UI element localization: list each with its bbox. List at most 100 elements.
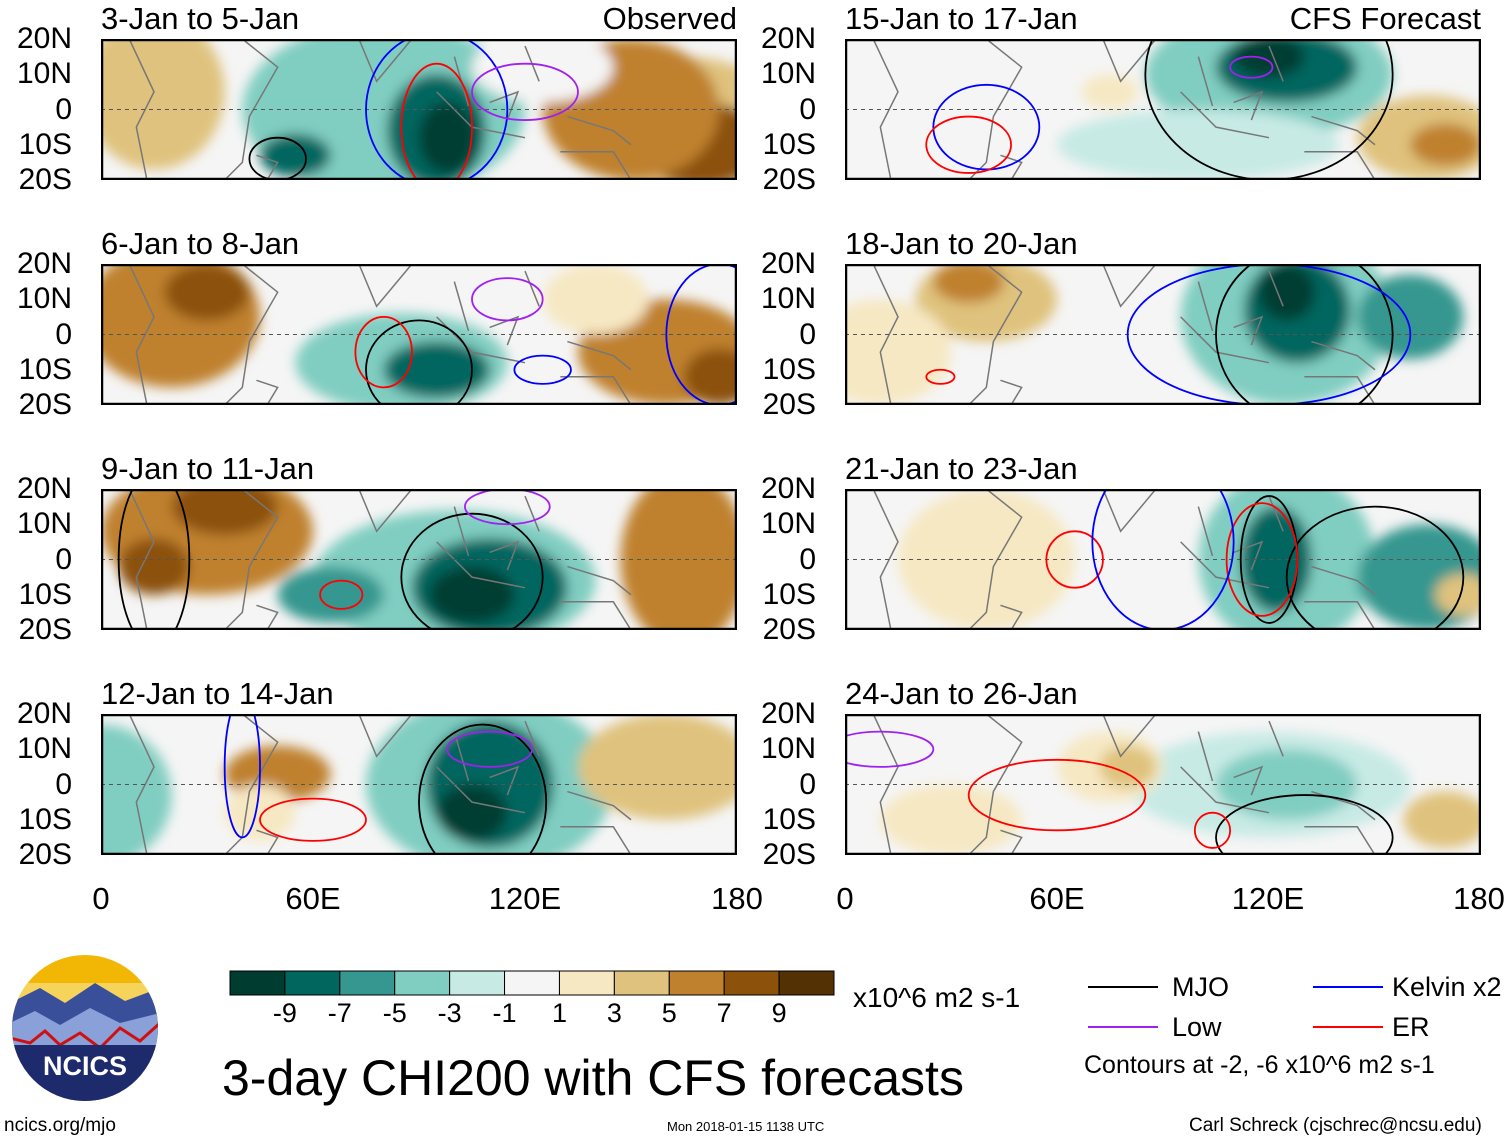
contour-line <box>1215 264 1394 405</box>
anomaly-region <box>101 724 172 855</box>
legend-swatch-kelvin <box>1313 986 1383 988</box>
map-panel <box>845 489 1481 630</box>
anomaly-region <box>578 714 737 820</box>
panel-title: 21-Jan to 23-Jan <box>845 451 1078 486</box>
colorbar-swatch <box>668 970 725 996</box>
logo-text: NCICS <box>43 1051 127 1081</box>
anomaly-region <box>171 489 278 535</box>
lat-tick: 20N <box>760 247 816 280</box>
lon-tick: 180 <box>711 881 763 916</box>
lat-tick: 20N <box>760 472 816 505</box>
colorbar-swatch <box>284 970 341 996</box>
panel-title: 18-Jan to 20-Jan <box>845 226 1078 261</box>
colorbar <box>229 970 835 996</box>
contour-line <box>1126 264 1412 405</box>
anomaly-region <box>436 784 508 841</box>
lat-tick: 20N <box>760 697 816 730</box>
panel-frame <box>845 714 1481 855</box>
anomaly-region <box>684 348 737 405</box>
contour-line <box>446 730 533 768</box>
colorbar-tick: -3 <box>437 998 462 1028</box>
lat-tick: 20S <box>762 163 816 196</box>
lat-tick: 20S <box>762 838 816 871</box>
colorbar-tick: 1 <box>551 998 567 1028</box>
panel-title: 3-Jan to 5-Jan <box>101 1 300 36</box>
contour-line <box>925 115 1012 174</box>
coastline <box>128 264 632 405</box>
figure-title: 3-day CHI200 with CFS forecasts <box>222 1050 964 1106</box>
lat-tick: 10N <box>760 57 816 91</box>
panel-frame <box>845 489 1481 630</box>
colorbar-swatch <box>504 970 560 996</box>
lon-tick: 60E <box>285 881 341 916</box>
contour-line <box>471 277 544 322</box>
lat-tick: 10N <box>760 282 816 316</box>
lat-tick: 10S <box>762 127 816 161</box>
coastline <box>872 714 1376 855</box>
coastline <box>872 39 1376 180</box>
anomaly-region <box>224 784 296 841</box>
legend-swatch-low <box>1088 1026 1158 1028</box>
lat-tick: 20S <box>762 388 816 421</box>
coastline <box>872 264 1376 405</box>
colorbar-swatch <box>339 970 396 996</box>
contour-line <box>259 797 367 842</box>
lat-tick: 10S <box>762 802 816 836</box>
panel-frame <box>101 264 737 405</box>
anomaly-region <box>933 264 1004 303</box>
lat-tick: 10N <box>16 507 72 541</box>
anomaly-region <box>1240 506 1312 613</box>
footer-timestamp: Mon 2018-01-15 1138 UTC <box>667 1119 825 1134</box>
ncics-logo: NCICS <box>12 955 158 1101</box>
contour-line <box>365 39 509 180</box>
lat-tick: 20N <box>16 472 72 505</box>
anomaly-region <box>1081 74 1139 110</box>
contour-line <box>223 714 261 839</box>
contour-line <box>464 489 551 526</box>
anomaly-region <box>419 102 476 173</box>
contour-line <box>1285 505 1465 630</box>
contour-line <box>1225 502 1299 617</box>
lat-tick: 0 <box>55 317 72 351</box>
lon-tick: 120E <box>1231 881 1305 916</box>
lat-tick: 0 <box>55 542 72 576</box>
contour-line <box>665 264 737 405</box>
lat-tick: 10N <box>16 57 72 91</box>
map-panel <box>845 714 1481 855</box>
anomaly-region <box>277 566 384 623</box>
colorbar-swatch <box>449 970 506 996</box>
panel-title: 6-Jan to 8-Jan <box>101 226 300 261</box>
map-panel <box>101 714 737 855</box>
lat-tick: 0 <box>799 542 816 576</box>
panel-frame <box>845 39 1481 180</box>
lat-tick: 0 <box>55 92 72 126</box>
anomaly-region <box>118 538 190 595</box>
panel-source-label: CFS Forecast <box>1289 1 1481 36</box>
colorbar-swatch <box>229 970 286 996</box>
colorbar-swatch <box>558 970 615 996</box>
anomaly-region <box>1099 745 1156 789</box>
contour-line <box>319 579 364 610</box>
contour-line <box>1193 811 1232 849</box>
panel-frame <box>101 39 737 180</box>
panel-source-label: Observed <box>602 1 737 36</box>
colorbar-tick: 9 <box>771 998 787 1028</box>
footer-url[interactable]: ncics.org/mjo <box>4 1115 116 1136</box>
legend-swatch-er <box>1313 1026 1383 1028</box>
anomaly-region <box>542 264 649 335</box>
contour-line <box>932 83 1041 171</box>
legend-label-kelvin: Kelvin x2 <box>1392 972 1502 1002</box>
contour-line <box>365 319 473 405</box>
map-panel <box>101 264 737 405</box>
colorbar-tick: -9 <box>272 998 297 1028</box>
lat-tick: 20N <box>16 247 72 280</box>
footer-author: Carl Schreck (cjschrec@ncsu.edu) <box>1189 1115 1482 1136</box>
panel-frame <box>101 714 737 855</box>
map-panel <box>845 264 1481 405</box>
lat-tick: 20S <box>18 163 72 196</box>
anomaly-region <box>383 341 490 398</box>
lat-tick: 20S <box>18 838 72 871</box>
legend-label-er: ER <box>1392 1012 1430 1042</box>
lat-tick: 20S <box>762 613 816 646</box>
